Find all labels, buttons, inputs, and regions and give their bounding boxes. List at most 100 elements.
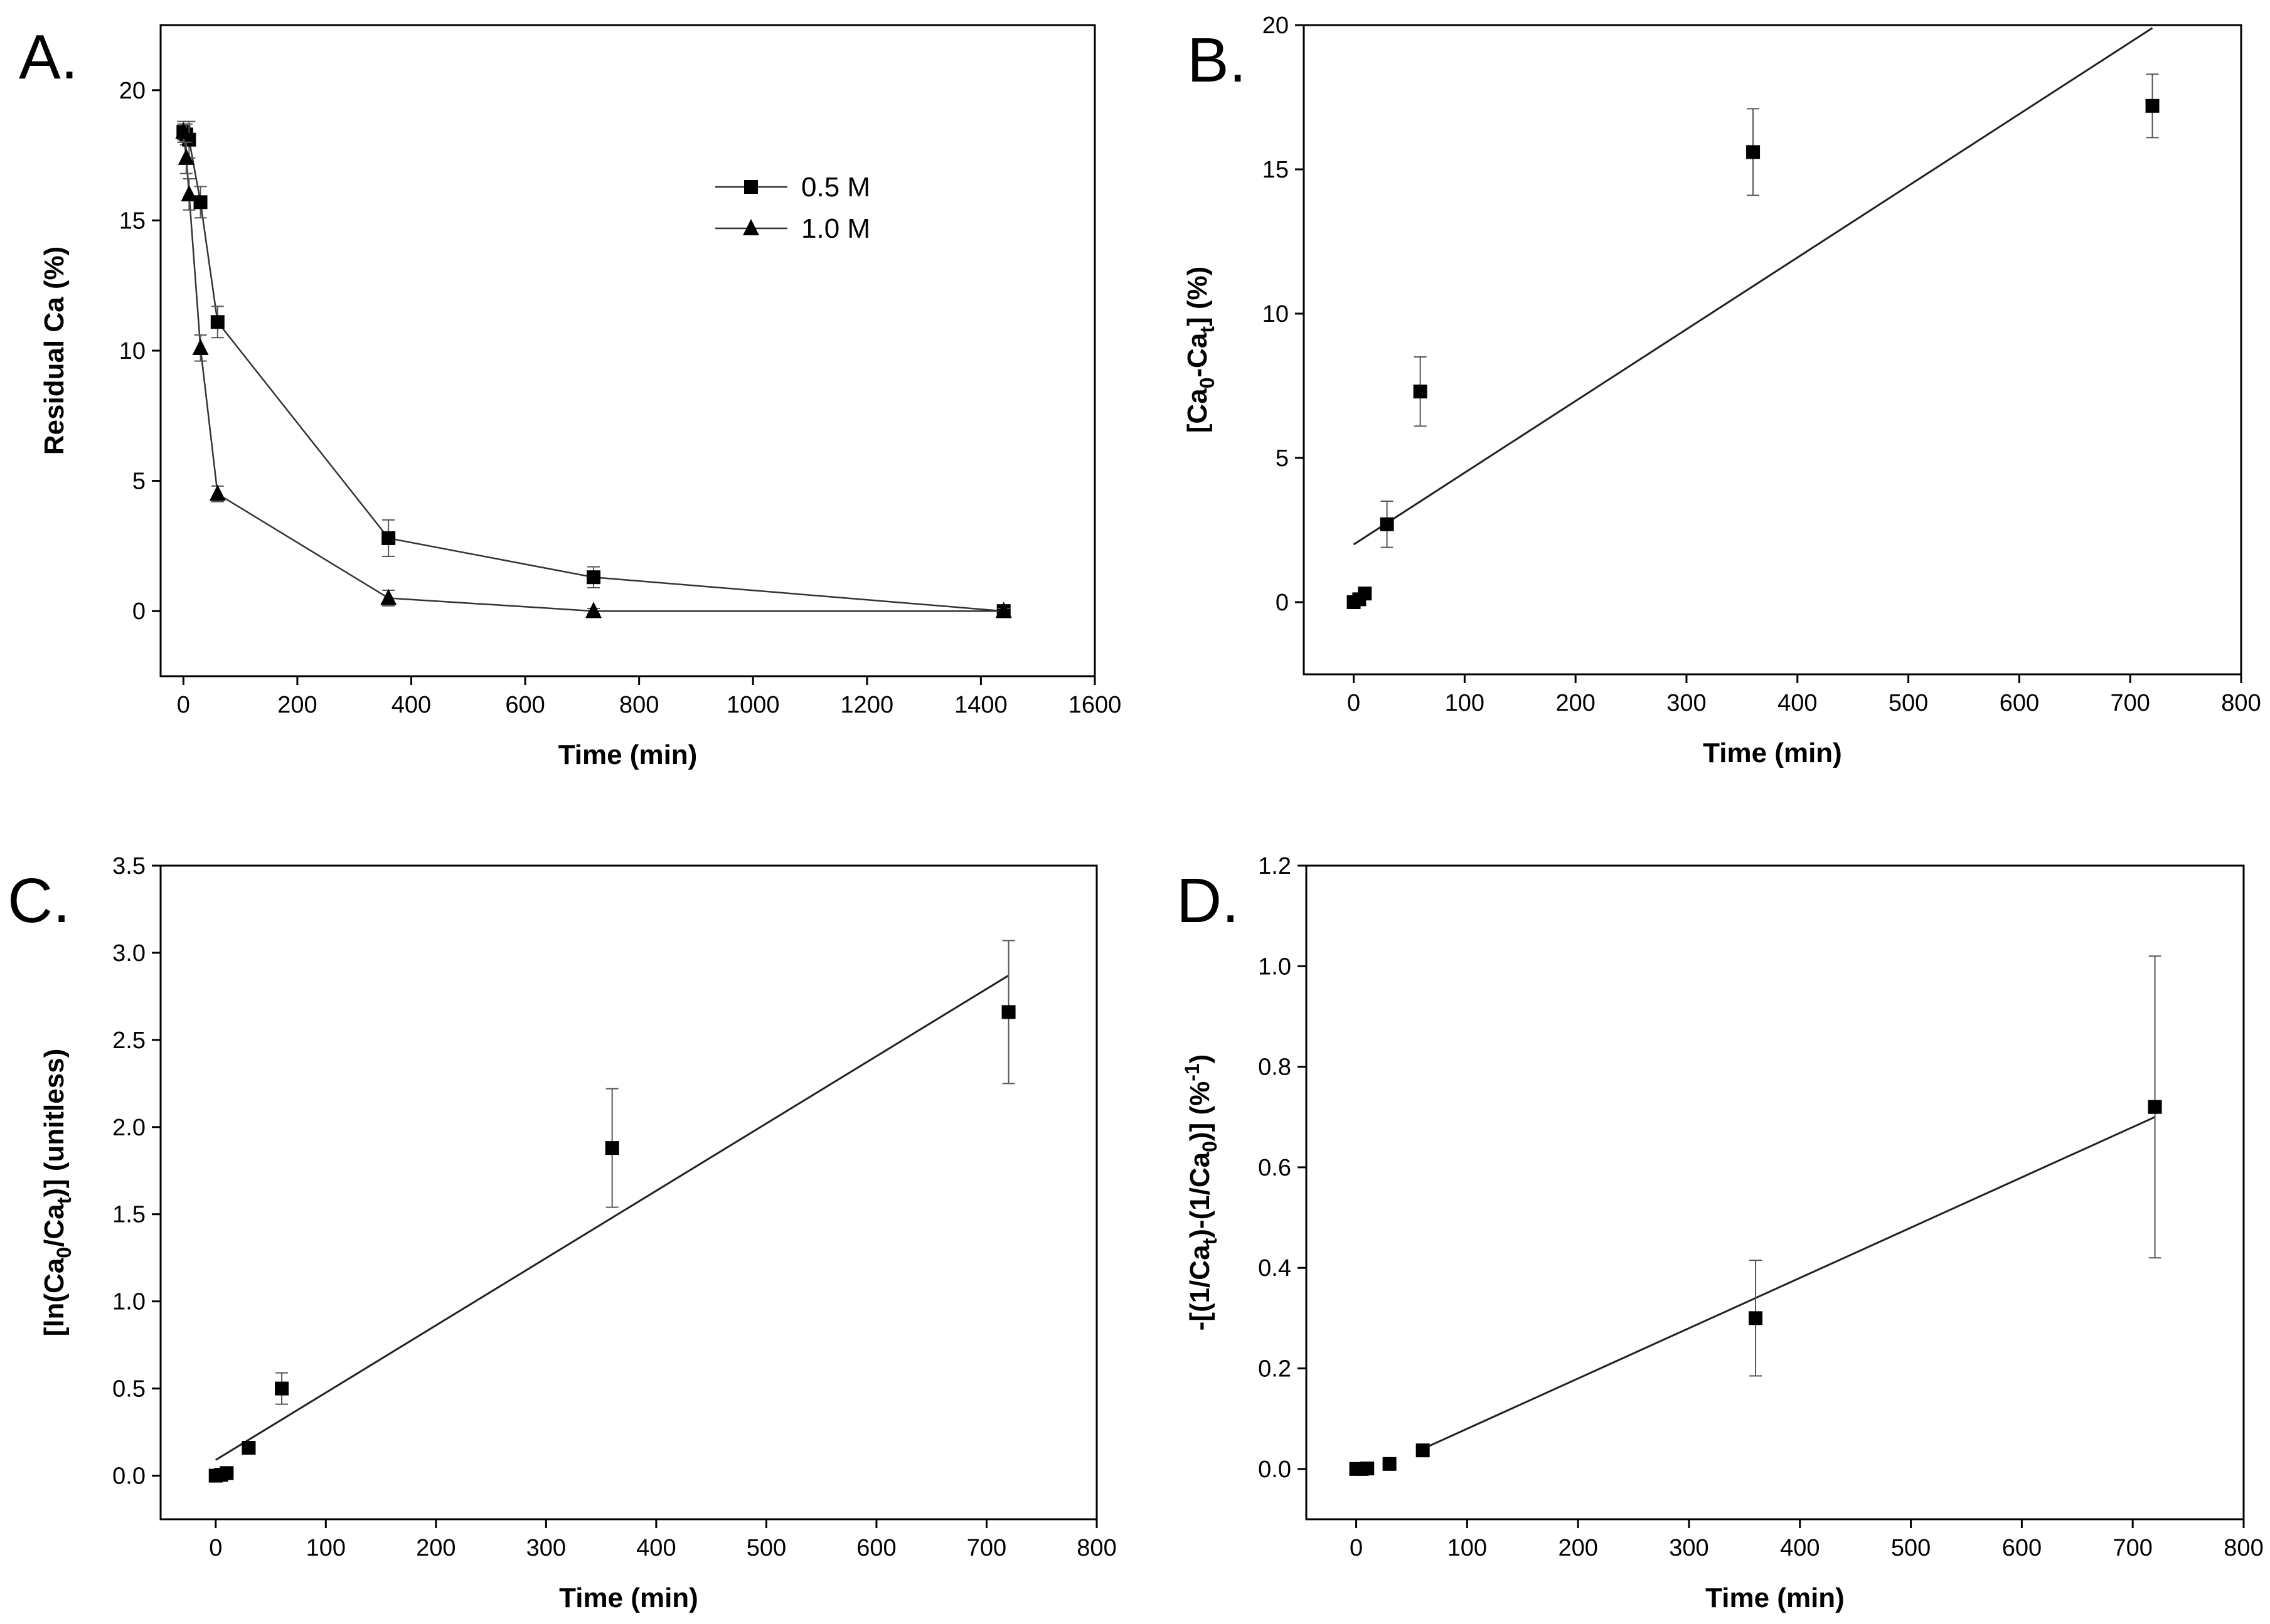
y-tick-label: 3.0 bbox=[112, 940, 146, 967]
data-point bbox=[585, 602, 602, 618]
x-tick-label: 300 bbox=[526, 1535, 566, 1561]
y-tick-label: 5 bbox=[1276, 445, 1289, 472]
y-axis-label-part: ] (%) bbox=[1182, 267, 1213, 326]
data-point bbox=[1380, 517, 1394, 531]
y-tick-label: 1.5 bbox=[112, 1202, 146, 1228]
x-tick-label: 100 bbox=[1447, 1535, 1487, 1561]
x-tick-label: 300 bbox=[1669, 1535, 1708, 1561]
y-tick-label: 0.4 bbox=[1258, 1255, 1291, 1282]
y-axis-label-part: ) bbox=[1185, 1054, 1215, 1064]
y-tick-label: 2.5 bbox=[112, 1027, 146, 1054]
fit-line bbox=[1422, 1116, 2156, 1450]
data-point bbox=[1413, 385, 1427, 399]
y-axis-label-part: -[(1/Ca bbox=[1185, 1245, 1215, 1330]
y-axis-label-part: [Ca bbox=[1182, 388, 1213, 433]
data-point bbox=[605, 1141, 619, 1155]
data-point bbox=[1749, 1311, 1763, 1325]
y-axis-label-part: /Ca bbox=[39, 1204, 70, 1247]
legend-label: 0.5 M bbox=[801, 172, 870, 203]
y-tick-label: 0.8 bbox=[1258, 1054, 1291, 1081]
y-axis-label-part: )-(1/Ca bbox=[1185, 1152, 1215, 1238]
x-axis-label: Time (min) bbox=[1705, 1583, 1845, 1613]
data-point bbox=[181, 185, 198, 201]
legend-label: 1.0 M bbox=[801, 213, 870, 244]
y-axis-label-part: -1 bbox=[1181, 1063, 1203, 1081]
x-tick-label: 800 bbox=[619, 692, 659, 718]
y-axis-label: [ln(Ca0/Cat)] (unitless) bbox=[39, 1049, 75, 1337]
x-tick-label: 400 bbox=[636, 1535, 676, 1561]
x-axis-label: Time (min) bbox=[558, 740, 698, 770]
x-tick-label: 500 bbox=[1889, 690, 1928, 716]
panel-letter: B. bbox=[1187, 25, 1246, 95]
fit-line bbox=[1353, 27, 2153, 546]
data-point bbox=[275, 1381, 289, 1396]
data-point bbox=[210, 315, 225, 329]
data-point bbox=[1001, 1005, 1016, 1019]
x-axis-label: Time (min) bbox=[1703, 738, 1842, 768]
x-tick-label: 400 bbox=[1780, 1535, 1820, 1561]
plot-frame bbox=[1303, 24, 2242, 676]
x-tick-label: 1400 bbox=[954, 692, 1008, 718]
y-axis-label-part: )] (unitless) bbox=[39, 1049, 70, 1197]
x-tick-label: 1600 bbox=[1068, 692, 1122, 718]
legend-marker bbox=[743, 219, 759, 236]
data-point bbox=[1360, 1462, 1375, 1476]
y-axis-label-part: t bbox=[53, 1197, 75, 1204]
legend-marker bbox=[744, 180, 758, 194]
data-point bbox=[242, 1441, 256, 1455]
data-point bbox=[175, 122, 192, 139]
y-tick-label: 15 bbox=[119, 208, 146, 234]
x-tick-label: 600 bbox=[856, 1535, 896, 1561]
y-axis-label-part: 0 bbox=[53, 1247, 75, 1258]
y-tick-label: 0.0 bbox=[1258, 1457, 1291, 1483]
panel-c: 0 100 200 300 400 500 600 700 800 0.0 0.5 1.0 1.5 2.0… bbox=[8, 853, 1117, 1613]
y-axis-label: [Ca0-Cat] (%) bbox=[1182, 267, 1218, 433]
y-tick-label: 1.0 bbox=[112, 1289, 146, 1315]
x-tick-label: 600 bbox=[2002, 1535, 2042, 1561]
x-tick-label: 200 bbox=[416, 1535, 456, 1561]
x-tick-label: 200 bbox=[1555, 690, 1595, 716]
panel-letter: A. bbox=[19, 22, 78, 92]
y-axis-label-part: [ln(Ca bbox=[39, 1258, 70, 1336]
data-point bbox=[193, 195, 208, 210]
x-tick-label: 200 bbox=[1558, 1535, 1597, 1561]
y-axis-label-part: 0 bbox=[1196, 378, 1218, 389]
data-point bbox=[1382, 1457, 1397, 1471]
y-axis-label-part: -Ca bbox=[1182, 332, 1213, 377]
data-point bbox=[192, 339, 209, 355]
x-tick-label: 700 bbox=[2110, 690, 2150, 716]
panel-letter: C. bbox=[8, 866, 70, 936]
y-tick-label: 2.0 bbox=[112, 1115, 146, 1141]
panel-d: 0 100 200 300 400 500 600 700 800 0.0 0.2 0.4 0.6 0.8… bbox=[1176, 853, 2264, 1613]
x-tick-label: 300 bbox=[1666, 690, 1706, 716]
y-tick-label: 0.6 bbox=[1258, 1155, 1291, 1181]
fit-line bbox=[215, 974, 1010, 1461]
y-tick-label: 3.5 bbox=[112, 853, 146, 879]
y-tick-label: 15 bbox=[1262, 157, 1289, 183]
data-point bbox=[2148, 1100, 2162, 1114]
x-tick-label: 600 bbox=[505, 692, 545, 718]
y-tick-label: 10 bbox=[1262, 301, 1289, 327]
y-tick-label: 10 bbox=[119, 338, 146, 364]
panel-letter: D. bbox=[1176, 866, 1239, 936]
x-tick-label: 1200 bbox=[841, 692, 894, 718]
x-tick-label: 600 bbox=[2000, 690, 2039, 716]
data-point bbox=[178, 148, 194, 165]
plot-frame bbox=[1305, 864, 2245, 1521]
plot-frame bbox=[159, 864, 1098, 1521]
data-point bbox=[209, 484, 226, 501]
x-tick-label: 100 bbox=[1445, 690, 1484, 716]
x-tick-label: 800 bbox=[2221, 690, 2261, 716]
data-point bbox=[1358, 586, 1372, 601]
x-tick-label: 0 bbox=[1350, 1535, 1363, 1561]
y-axis-label-part: )] (% bbox=[1185, 1081, 1215, 1141]
y-tick-label: 0.0 bbox=[112, 1463, 146, 1490]
data-point bbox=[995, 602, 1012, 618]
data-point bbox=[2145, 98, 2160, 113]
y-tick-label: 20 bbox=[1262, 13, 1289, 39]
data-point bbox=[1746, 145, 1761, 159]
x-tick-label: 800 bbox=[1077, 1535, 1116, 1561]
data-point bbox=[1415, 1443, 1430, 1458]
x-tick-label: 700 bbox=[967, 1535, 1006, 1561]
